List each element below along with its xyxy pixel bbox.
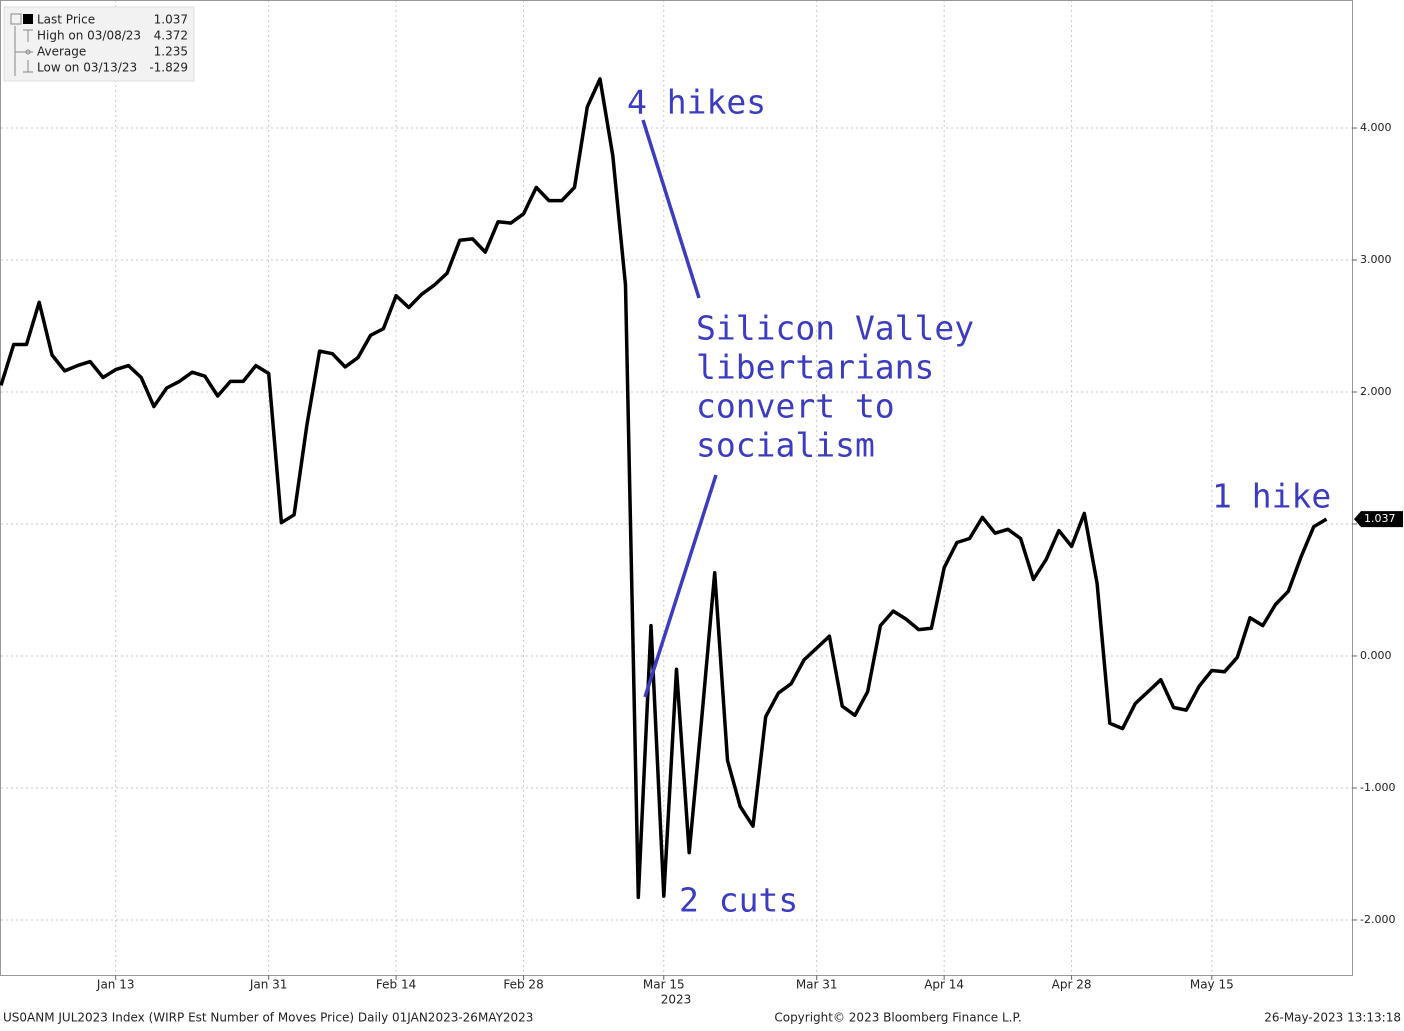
y-tick-label: 0.000 bbox=[1360, 649, 1392, 662]
legend-icon bbox=[15, 49, 33, 55]
annotation: 1 hike bbox=[1212, 477, 1331, 516]
legend-value: 1.235 bbox=[154, 45, 188, 59]
x-tick-label: Feb 28 bbox=[503, 978, 543, 992]
y-tick-label: -1.000 bbox=[1360, 781, 1395, 794]
legend-box bbox=[3, 6, 195, 82]
legend-label: Average bbox=[37, 45, 86, 59]
footer-center: Copyright© 2023 Bloomberg Finance L.P. bbox=[774, 1011, 1021, 1025]
grid bbox=[1, 0, 1352, 975]
y-tick-label: 3.000 bbox=[1360, 253, 1392, 266]
x-tick-label: Apr 14 bbox=[924, 978, 964, 992]
x-tick-label: Jan 13 bbox=[96, 978, 135, 992]
x-tick-label: May 15 bbox=[1190, 978, 1234, 992]
footer-left: US0ANM JUL2023 Index (WIRP Est Number of… bbox=[3, 1011, 533, 1025]
data-layer bbox=[0, 77, 1328, 900]
last-price-label: 1.037 bbox=[1364, 512, 1396, 525]
footer-right: 26-May-2023 13:13:18 bbox=[1264, 1011, 1401, 1025]
legend-icon bbox=[10, 13, 22, 25]
legend-value: 1.037 bbox=[154, 13, 188, 27]
legend-icon bbox=[14, 26, 33, 76]
annotation-arrow bbox=[643, 474, 718, 698]
legend-icon bbox=[23, 14, 33, 24]
x-tick-label: Mar 15 bbox=[643, 978, 685, 992]
legend-value: 4.372 bbox=[154, 29, 188, 43]
legend-label: Last Price bbox=[37, 13, 95, 27]
y-tick-label: 4.000 bbox=[1360, 121, 1392, 134]
annotation: socialism bbox=[696, 426, 875, 465]
y-tick-label: 2.000 bbox=[1360, 385, 1392, 398]
x-tick-label: Jan 31 bbox=[249, 978, 288, 992]
x-tick-label: Mar 31 bbox=[796, 978, 838, 992]
y-tick-label: -2.000 bbox=[1360, 913, 1395, 926]
annotation: libertarians bbox=[696, 348, 934, 387]
legend-icon bbox=[23, 60, 33, 73]
legend-value: -1.829 bbox=[149, 61, 188, 75]
annotation-arrow bbox=[641, 119, 701, 299]
legend-label: High on 03/08/23 bbox=[37, 29, 141, 43]
legend: Last Price 1.037 High on 03/08/23 4.372 … bbox=[3, 6, 195, 82]
x-tick-label: Feb 14 bbox=[376, 978, 416, 992]
plot-frame bbox=[0, 0, 1353, 976]
line-series bbox=[0, 77, 1328, 900]
annotation: 4 hikes bbox=[627, 83, 766, 122]
annotation: Silicon Valley bbox=[696, 309, 974, 348]
annotation: 2 cuts bbox=[679, 881, 798, 920]
x-tick-label: Apr 28 bbox=[1052, 978, 1092, 992]
x-year-label: 2023 bbox=[661, 993, 692, 1007]
legend-label: Low on 03/13/23 bbox=[37, 61, 137, 75]
annotation: convert to bbox=[696, 387, 895, 426]
last-price-tag bbox=[1354, 511, 1403, 528]
